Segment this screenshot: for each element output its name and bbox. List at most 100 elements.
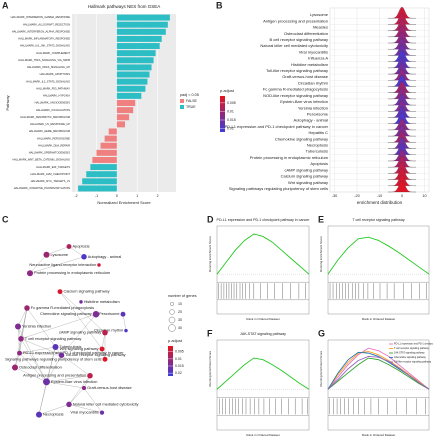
size-legend-label: 30 bbox=[178, 318, 182, 322]
x-axis-label: Rank in Ordered Dataset bbox=[362, 433, 395, 437]
node-label: Autophagy - animal bbox=[88, 254, 122, 259]
size-legend-label: 40 bbox=[178, 326, 182, 330]
chart-title: PD-L1 expression and PD-1 checkpoint pat… bbox=[217, 218, 311, 222]
edge bbox=[20, 338, 47, 382]
node-label: Toll-like receptor signaling pathway bbox=[65, 352, 125, 357]
ridge bbox=[387, 112, 417, 124]
enrichment-curve bbox=[327, 347, 430, 390]
edge bbox=[46, 375, 91, 383]
y-axis-label: Pathway bbox=[5, 95, 10, 110]
y-tick-label: HALLMARK_COMPLEMENT bbox=[36, 51, 70, 55]
y-tick-label: HALLMARK_INTERFERON_ALPHA_RESPONSE bbox=[12, 29, 70, 33]
x-tick-label: 1 bbox=[136, 194, 138, 198]
size-legend-circle bbox=[168, 316, 176, 324]
edge bbox=[46, 381, 85, 389]
panel-label: D bbox=[207, 214, 214, 224]
ridge bbox=[387, 62, 417, 75]
y-tick-label: HALLMARK_OXIDATIVE_PHOSPHORYLATION bbox=[14, 186, 70, 190]
x-tick-label: -30 bbox=[332, 194, 338, 198]
enrichment-curve bbox=[216, 233, 310, 275]
enrichment-curve bbox=[327, 355, 430, 390]
panel-label: F bbox=[207, 328, 213, 338]
node bbox=[102, 356, 108, 362]
y-tick-label: Autophagy - animal bbox=[294, 118, 329, 123]
edge bbox=[19, 352, 62, 356]
legend-label: T cell receptor signaling pathway bbox=[394, 347, 430, 350]
ridge bbox=[387, 106, 417, 118]
x-axis-label: Normalized Enrichment Score bbox=[97, 200, 151, 205]
ridge bbox=[387, 100, 417, 112]
edge bbox=[68, 246, 85, 257]
node bbox=[18, 336, 24, 342]
bar bbox=[116, 28, 166, 35]
bar bbox=[116, 71, 150, 78]
x-axis-label: Rank in Ordered Dataset bbox=[246, 317, 279, 321]
edge bbox=[38, 404, 70, 415]
node bbox=[26, 270, 34, 277]
edge bbox=[29, 254, 47, 274]
bar bbox=[116, 78, 148, 85]
ridge bbox=[387, 50, 417, 62]
edge bbox=[122, 314, 127, 331]
bar bbox=[78, 185, 117, 192]
bar bbox=[92, 156, 117, 163]
node-label: Natural killer cell mediated cytotoxicit… bbox=[73, 401, 139, 406]
node-label: Histidine metabolism bbox=[84, 299, 120, 304]
node bbox=[66, 244, 72, 250]
node bbox=[14, 323, 22, 330]
edge bbox=[20, 338, 62, 356]
panel-label: A bbox=[2, 0, 9, 10]
node-label: cAMP signaling pathway bbox=[59, 330, 101, 335]
colorbar-label: 0.005 bbox=[175, 350, 184, 354]
y-tick-label: HALLMARK_XENOBIOTIC_METABOLISM bbox=[20, 115, 70, 119]
y-axis-label: Running Enrichment Score bbox=[319, 350, 323, 386]
ridge bbox=[387, 81, 417, 93]
node bbox=[35, 411, 43, 418]
size-legend-circle bbox=[168, 324, 176, 332]
y-tick-label: Chemokine signaling pathway bbox=[275, 136, 328, 141]
y-tick-label: Natural killer cell mediated cytotoxicit… bbox=[260, 43, 328, 48]
edge bbox=[19, 346, 56, 354]
x-axis-label: Rank in Ordered Dataset bbox=[362, 317, 395, 321]
edge bbox=[61, 314, 97, 356]
y-tick-label: HALLMARK_INFLAMMATORY_RESPONSE bbox=[18, 37, 70, 41]
y-tick-label: HALLMARK_HYPOXIA bbox=[43, 94, 70, 98]
ridge bbox=[387, 162, 417, 174]
node bbox=[102, 329, 108, 336]
size-legend-circle bbox=[169, 309, 175, 315]
node-label: Calcium signaling pathway bbox=[63, 289, 109, 294]
y-tick-label: Fc gamma R-mediated phagocytosis bbox=[263, 87, 328, 92]
node-label: Signaling pathways regulating pluripoten… bbox=[5, 356, 102, 361]
ridge bbox=[387, 124, 417, 137]
y-tick-label: Tuberculosis bbox=[305, 149, 328, 154]
bar bbox=[116, 121, 126, 128]
node-label: Protein processing in endoplasmic reticu… bbox=[34, 270, 110, 275]
panel-label: C bbox=[2, 214, 9, 224]
bar bbox=[116, 50, 156, 57]
node bbox=[66, 401, 72, 408]
y-tick-label: Yersinia infection bbox=[298, 105, 328, 110]
node-label: Circadian rhythm bbox=[94, 328, 123, 333]
legend-label: TRUE bbox=[186, 105, 196, 109]
y-tick-label: Osteoclast differentiation bbox=[284, 31, 328, 36]
node-label: Osteoclast differentiation bbox=[19, 365, 62, 370]
node bbox=[17, 350, 22, 356]
x-tick-label: 10 bbox=[422, 194, 426, 198]
node-label: Antigen processing and presentation bbox=[23, 373, 86, 378]
y-tick-label: HALLMARK_TNFA_SIGNALING_VIA_NFKB bbox=[18, 58, 70, 62]
enrichment-curve bbox=[327, 351, 430, 390]
bar bbox=[116, 43, 160, 50]
ridge bbox=[387, 143, 417, 155]
y-tick-label: HALLMARK_KRAS_SIGNALING_UP bbox=[27, 65, 70, 69]
bar bbox=[96, 149, 117, 156]
y-tick-label: HALLMARK_P53_PATHWAY bbox=[36, 86, 70, 90]
bar bbox=[116, 100, 136, 106]
y-axis-label: Running Enrichment Score bbox=[208, 236, 212, 272]
node-label: Graft-versus-host disease bbox=[87, 385, 132, 390]
node bbox=[124, 328, 128, 333]
size-legend-title: number of genes bbox=[168, 294, 197, 298]
node-label: Epstein-Barr virus infection bbox=[51, 379, 97, 384]
y-tick-label: Lysosome bbox=[310, 12, 329, 17]
y-tick-label: B cell receptor signaling pathway bbox=[270, 37, 328, 42]
